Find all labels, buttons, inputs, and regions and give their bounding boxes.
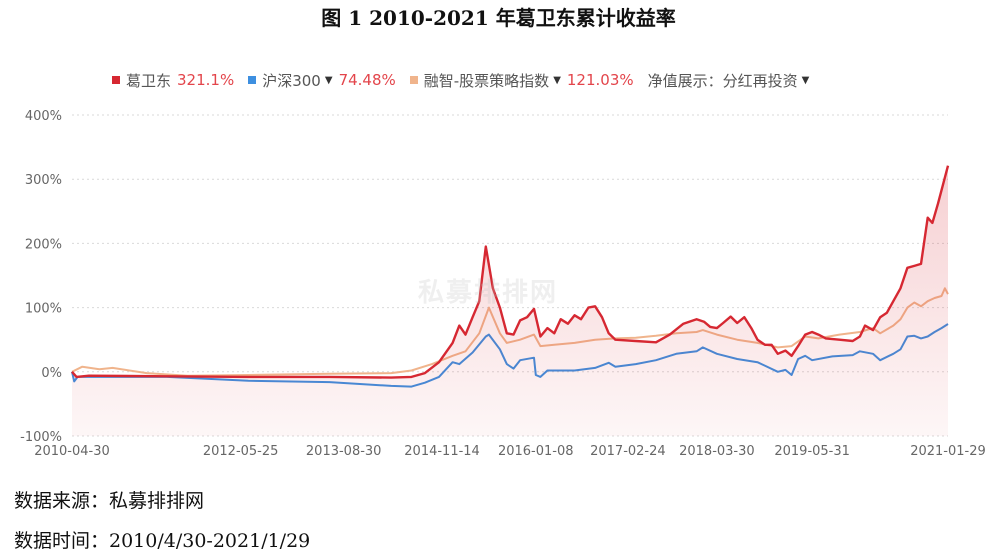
net-value-selector[interactable]: 净值展示：分红再投资 ▼ (648, 70, 810, 91)
x-tick-label: 2021-01-29 (910, 444, 986, 459)
legend-item-gewd[interactable]: 葛卫东 321.1% (112, 70, 234, 91)
y-tick-label: -100% (20, 430, 62, 445)
net-value-label: 净值展示：分红再投资 (647, 71, 798, 90)
x-tick-label: 2012-05-25 (203, 444, 279, 459)
rongzhi-dropdown-icon[interactable]: ▼ (553, 74, 561, 86)
chart-legend: 葛卫东 321.1% 沪深300 ▼ 74.48% 融智-股票策略指数 ▼ 12… (112, 68, 823, 92)
x-tick-label: 2010-04-30 (34, 444, 110, 459)
y-tick-label: 100% (25, 302, 62, 317)
x-tick-label: 2018-03-30 (679, 444, 755, 459)
legend-value-gewd: 321.1% (177, 71, 235, 89)
legend-item-hs300[interactable]: 沪深300 ▼ 74.48% (248, 70, 396, 91)
y-tick-label: 0% (41, 366, 62, 381)
x-tick-label: 2016-01-08 (498, 444, 574, 459)
x-tick-label: 2014-11-14 (404, 444, 480, 459)
legend-item-rongzhi[interactable]: 融智-股票策略指数 ▼ 121.03% (409, 70, 634, 91)
legend-value-hs300: 74.48% (338, 71, 396, 89)
x-tick-label: 2013-08-30 (306, 444, 382, 459)
hs300-dropdown-icon[interactable]: ▼ (324, 74, 333, 86)
legend-label-gewd: 葛卫东 (126, 71, 172, 90)
y-tick-label: 200% (25, 237, 62, 252)
legend-swatch-rongzhi (409, 76, 418, 84)
x-tick-label: 2019-05-31 (774, 444, 850, 459)
x-tick-label: 2017-02-24 (590, 444, 666, 459)
net-value-dropdown-icon: ▼ (801, 74, 810, 86)
data-source-note: 数据来源：私募排排网 (14, 490, 205, 512)
y-tick-label: 300% (25, 173, 62, 188)
y-tick-label: 400% (25, 109, 62, 124)
series-area-0 (72, 165, 948, 436)
figure-title: 图 1 2010-2021 年葛卫东累计收益率 (321, 6, 676, 30)
legend-label-rongzhi: 融智-股票策略指数 (423, 71, 550, 90)
line-chart: -100% 0% 100% 200% 300% 400% 2010-04-30 2012-05… (20, 109, 986, 459)
legend-value-rongzhi: 121.03% (566, 71, 634, 89)
data-time-note: 数据时间：2010/4/30-2021/1/29 (14, 530, 311, 552)
watermark-text: 私募排排网 (418, 278, 559, 308)
legend-swatch-hs300 (248, 76, 257, 84)
legend-label-hs300: 沪深300 (262, 71, 321, 90)
legend-swatch-gewd (112, 76, 120, 84)
